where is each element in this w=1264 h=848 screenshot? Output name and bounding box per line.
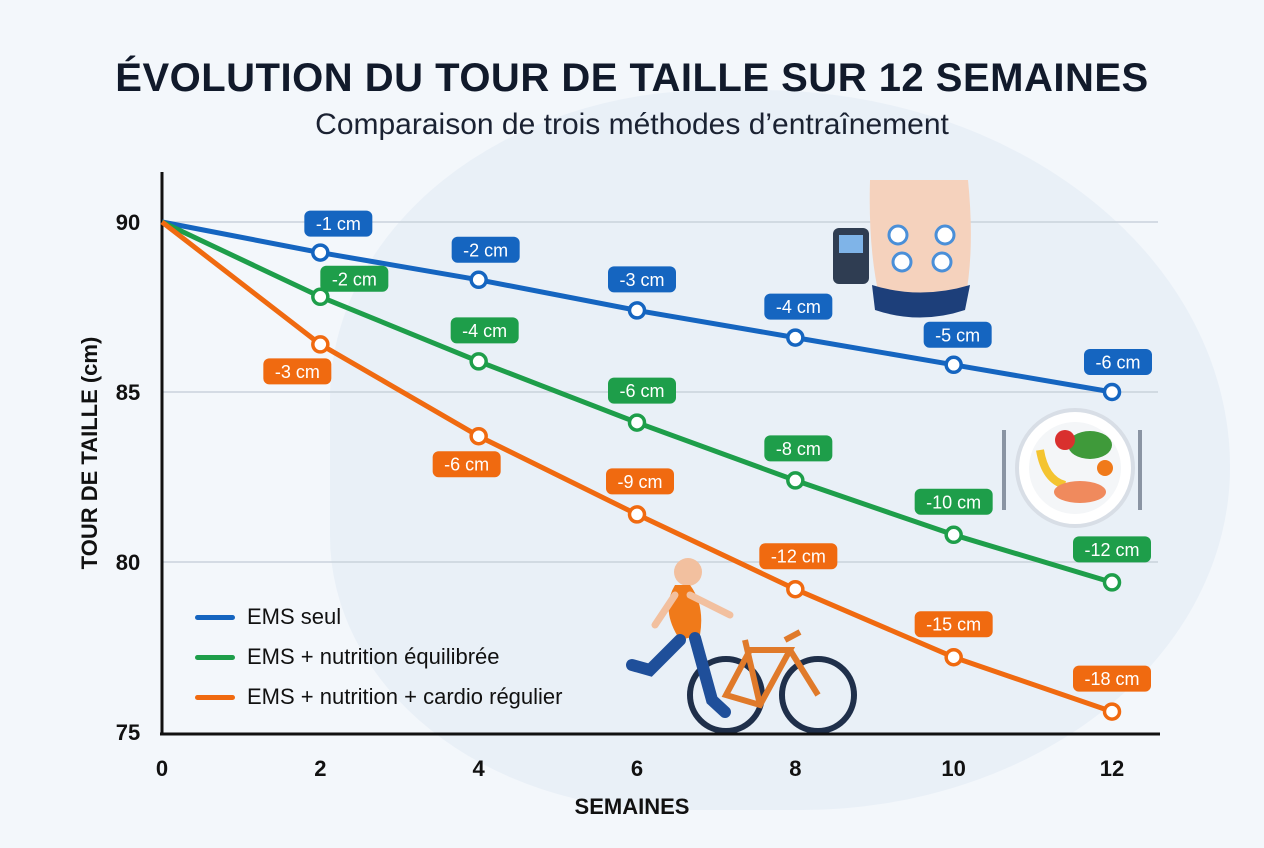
legend-swatch: [195, 614, 235, 620]
ems-device-icon: [833, 180, 971, 318]
legend-item-ems-seul: EMS seul: [195, 597, 563, 637]
legend-label: EMS + nutrition équilibrée: [247, 644, 500, 669]
data-label-badge: [608, 377, 676, 404]
data-label: -1 cm: [316, 214, 361, 234]
y-axis-label: TOUR DE TAILLE (cm): [77, 336, 102, 570]
data-label: -4 cm: [462, 321, 507, 341]
y-tick-label: 90: [116, 210, 140, 235]
data-label: -9 cm: [618, 472, 663, 492]
data-label-badge: [451, 236, 520, 263]
data-label: -3 cm: [275, 362, 320, 382]
data-label-badge: [1084, 349, 1152, 375]
data-point: [786, 471, 805, 490]
y-tick-label: 85: [116, 380, 140, 405]
data-label: -2 cm: [332, 269, 377, 289]
data-label-badge: [304, 210, 373, 237]
x-tick-label: 4: [473, 756, 486, 781]
data-label: -12 cm: [771, 547, 826, 567]
legend: EMS seul EMS + nutrition équilibrée EMS …: [195, 597, 563, 717]
x-axis-label: SEMAINES: [574, 794, 690, 819]
data-point: [786, 328, 805, 347]
legend-label: EMS seul: [247, 604, 342, 629]
data-label-badge: [759, 543, 838, 570]
legend-label: EMS + nutrition + cardio régulier: [247, 684, 563, 709]
data-label: -4 cm: [776, 297, 821, 317]
data-point: [786, 579, 805, 599]
data-point: [311, 287, 330, 307]
data-label-badge: [923, 321, 992, 348]
healthy-plate-icon: [1002, 408, 1142, 528]
data-label-badge: [320, 265, 389, 292]
legend-swatch: [195, 654, 235, 660]
data-label-badge: [606, 468, 674, 495]
data-point: [469, 426, 488, 446]
legend-item-ems-nutrition-cardio: EMS + nutrition + cardio régulier: [195, 677, 563, 717]
x-tick-label: 0: [156, 756, 168, 781]
x-tick-label: 6: [631, 756, 643, 781]
data-point: [1102, 702, 1122, 721]
chart-subtitle: Comparaison de trois méthodes d’entraîne…: [315, 108, 949, 141]
data-point: [944, 355, 963, 375]
data-label-badge: [432, 451, 501, 478]
data-point: [627, 505, 647, 524]
data-label: -18 cm: [1084, 669, 1139, 689]
data-label-badge: [263, 358, 332, 385]
data-label: -8 cm: [776, 439, 821, 459]
x-tick-label: 12: [1100, 756, 1124, 781]
x-tick-label: 8: [789, 756, 801, 781]
data-label: -6 cm: [444, 455, 489, 475]
data-point: [311, 243, 330, 262]
data-point: [469, 352, 488, 371]
data-label: -6 cm: [1096, 353, 1141, 373]
data-label: -2 cm: [463, 240, 508, 260]
data-label-badge: [1073, 536, 1151, 563]
data-point: [627, 301, 647, 320]
data-label-badge: [764, 435, 833, 462]
data-point: [944, 525, 963, 545]
data-label: -6 cm: [620, 381, 665, 401]
data-label: -12 cm: [1084, 540, 1139, 560]
data-point: [1102, 382, 1122, 402]
data-label-badge: [764, 293, 833, 320]
legend-item-ems-nutrition: EMS + nutrition équilibrée: [195, 637, 563, 677]
data-point: [469, 270, 488, 290]
data-label: -10 cm: [926, 492, 981, 512]
y-tick-label: 75: [116, 720, 140, 745]
data-label-badge: [608, 266, 676, 293]
data-label-badge: [914, 488, 993, 515]
data-point: [627, 413, 647, 432]
legend-swatch: [195, 694, 235, 700]
y-tick-label: 80: [116, 550, 140, 575]
data-label-badge: [450, 317, 519, 344]
data-point: [311, 335, 330, 354]
chart-title: ÉVOLUTION DU TOUR DE TAILLE SUR 12 SEMAI…: [115, 56, 1149, 100]
x-tick-label: 2: [314, 756, 326, 781]
data-point: [944, 647, 963, 667]
data-label: -5 cm: [935, 325, 980, 345]
data-label: -3 cm: [620, 270, 665, 290]
data-label-badge: [914, 611, 993, 638]
data-label: -15 cm: [926, 615, 981, 635]
data-label-badge: [1073, 665, 1151, 692]
x-tick-label: 10: [941, 756, 965, 781]
data-point: [1102, 573, 1122, 592]
runner-bicycle-icon: [626, 558, 857, 734]
